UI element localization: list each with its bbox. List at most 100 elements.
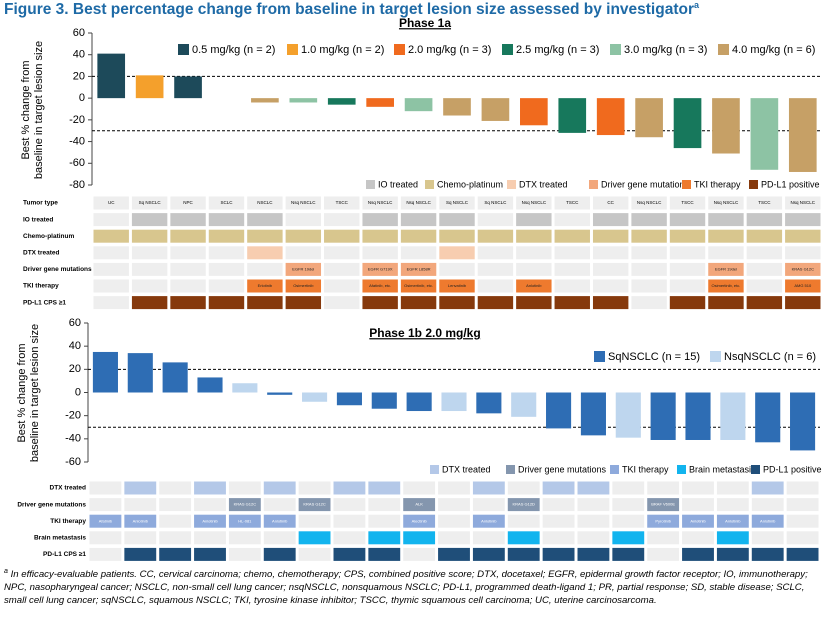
y-tick-label: -20 <box>69 114 85 126</box>
table-cell <box>170 246 206 260</box>
table-cell <box>324 246 360 260</box>
table-cell <box>93 262 129 276</box>
table-cell <box>438 547 470 561</box>
table-cell <box>751 531 784 545</box>
table-cell <box>362 279 398 293</box>
table-cell <box>170 279 206 293</box>
bar <box>685 392 711 440</box>
table-cell <box>333 514 366 528</box>
table-cell <box>247 229 283 243</box>
y-tick-label: 20 <box>69 363 81 375</box>
table-legend-swatch <box>506 465 515 474</box>
title-marker: a <box>694 0 700 10</box>
table-cell <box>285 246 322 260</box>
bar <box>336 392 362 406</box>
tumor-type: Nsq NSCLC <box>522 200 547 205</box>
table-cell <box>716 481 749 495</box>
table-cell <box>324 196 360 210</box>
bar <box>251 98 279 103</box>
table-cell <box>592 213 629 227</box>
tumor-type: Nsq NSCLC <box>291 200 316 205</box>
table-cell <box>439 296 475 310</box>
table-cell <box>577 498 610 512</box>
bar <box>558 98 587 133</box>
table-cell <box>477 213 514 227</box>
table-cell <box>228 531 261 545</box>
table-cell <box>324 213 360 227</box>
tumor-type: NPC <box>183 200 193 205</box>
table-cell <box>507 498 540 512</box>
cell-text: Anlotinib <box>526 283 542 288</box>
table-cell <box>439 196 475 210</box>
table-cell <box>554 246 590 260</box>
table-cell <box>647 481 680 495</box>
table-legend-swatch <box>430 465 439 474</box>
table-cell <box>208 196 245 210</box>
table-cell <box>682 498 714 512</box>
table-cell <box>159 531 192 545</box>
table-cell <box>93 246 129 260</box>
table-cell <box>159 547 192 561</box>
table-cell <box>612 481 645 495</box>
table-cell <box>669 213 706 227</box>
table-cell <box>516 229 552 243</box>
cell-text: BRAF V600E <box>651 502 675 507</box>
table-cell <box>228 514 261 528</box>
table-cell <box>472 514 505 528</box>
table-cell <box>333 498 366 512</box>
table-legend-swatch <box>425 180 434 189</box>
table-cell <box>682 531 714 545</box>
table-cell <box>631 262 667 276</box>
table-cell <box>716 547 749 561</box>
legend-label: 4.0 mg/kg (n = 6) <box>732 44 815 56</box>
table-cell <box>716 498 749 512</box>
table-cell <box>263 514 296 528</box>
table-cell <box>93 229 129 243</box>
table-cell <box>131 279 168 293</box>
table-cell <box>194 498 226 512</box>
table-cell <box>786 514 819 528</box>
table-cell <box>93 196 129 210</box>
bar <box>135 75 164 99</box>
table-cell <box>159 481 192 495</box>
table-cell <box>400 229 437 243</box>
table-cell <box>247 196 283 210</box>
table-cell <box>247 213 283 227</box>
tumor-type: TSCC <box>336 200 349 205</box>
table-cell <box>298 514 331 528</box>
table-row-label: Brain metastasis <box>34 535 86 542</box>
table-cell <box>439 213 475 227</box>
table-cell <box>362 213 398 227</box>
tumor-type: CC <box>607 200 614 205</box>
tumor-type: TSCC <box>681 200 694 205</box>
table-cell <box>368 481 401 495</box>
cell-text: EGFR 19del <box>715 266 737 271</box>
table-cell <box>438 481 470 495</box>
table-cell <box>89 531 122 545</box>
tumor-type: Nsq NSCLC <box>791 200 816 205</box>
bar <box>92 351 118 393</box>
table-cell <box>208 279 245 293</box>
table-cell <box>93 279 129 293</box>
table-cell <box>93 296 129 310</box>
table-legend-swatch <box>749 180 758 189</box>
table-cell <box>542 547 575 561</box>
table-cell <box>247 262 283 276</box>
tumor-type: Nsq NSCLC <box>714 200 739 205</box>
tumor-type: Sq NSCLC <box>484 200 507 205</box>
table-cell <box>93 213 129 227</box>
table-cell <box>362 196 398 210</box>
table-cell <box>785 296 821 310</box>
table-legend-label: Chemo-platinum <box>437 179 503 189</box>
table-cell <box>333 531 366 545</box>
table-cell <box>131 262 168 276</box>
bar <box>750 98 779 170</box>
legend-swatch <box>610 44 621 55</box>
table-cell <box>403 514 436 528</box>
table-cell <box>247 279 283 293</box>
table-cell <box>208 229 245 243</box>
table-cell <box>785 196 821 210</box>
tumor-type: Nsq NSCLC <box>406 200 431 205</box>
bar <box>441 392 467 412</box>
table-cell <box>170 296 206 310</box>
